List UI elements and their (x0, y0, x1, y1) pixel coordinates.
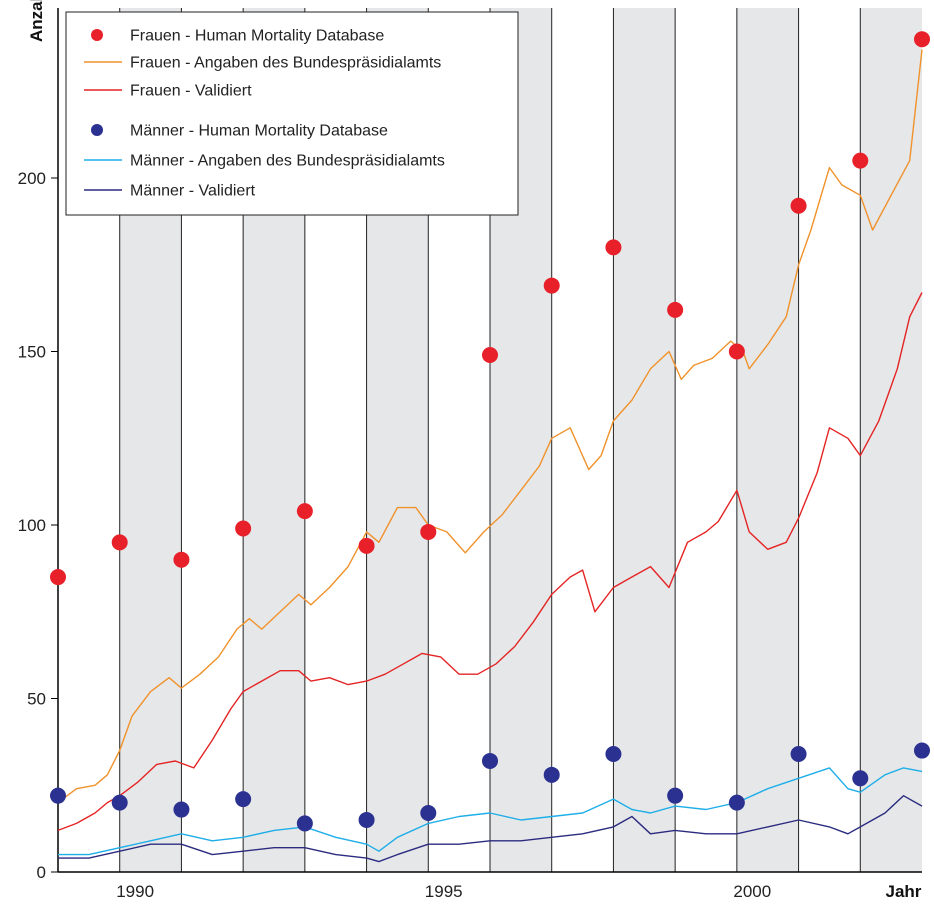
data-point (728, 794, 745, 811)
x-axis-label: Jahr (886, 882, 922, 901)
year-band (860, 8, 922, 872)
data-point (914, 31, 930, 48)
y-tick-label: 50 (27, 690, 46, 709)
x-tick-labels: 1990 1995 2000 Jahr (116, 882, 922, 901)
series-line-2 (57, 49, 923, 804)
y-tick-label: 100 (18, 516, 46, 535)
data-point (235, 791, 252, 808)
data-point (111, 534, 128, 551)
legend-label: Frauen - Angaben des Bundespräsidialamts (130, 55, 441, 72)
data-point (605, 746, 622, 763)
data-point (852, 770, 869, 787)
series-lines (57, 49, 923, 863)
data-point (543, 766, 560, 783)
series-line-6 (58, 795, 923, 863)
axes (51, 8, 922, 873)
legend-box (65, 11, 519, 216)
data-point (420, 523, 437, 540)
y-tick-label: 200 (18, 169, 46, 188)
x-tick-label: 2000 (733, 882, 771, 901)
data-point (358, 537, 375, 554)
data-point (852, 152, 869, 169)
data-point (111, 794, 128, 811)
legend: Frauen - Human Mortality Database Frauen … (65, 11, 519, 216)
data-point (790, 746, 807, 763)
data-point (543, 277, 560, 294)
y-tick-label: 150 (18, 343, 46, 362)
data-point (50, 787, 66, 804)
legend-marker (91, 29, 103, 41)
data-point (296, 503, 313, 520)
data-point (667, 301, 684, 318)
data-point (482, 346, 498, 363)
y-axis-label: Anzahl (27, 0, 46, 42)
data-point (728, 343, 745, 360)
year-band (736, 8, 799, 872)
data-point (296, 815, 313, 832)
legend-label: Männer - Validiert (130, 183, 256, 200)
data-point (173, 551, 190, 568)
year-band (613, 8, 676, 872)
data-point (605, 239, 622, 256)
x-tick-label: 1990 (116, 882, 154, 901)
legend-label: Männer - Angaben des Bundespräsidialamts (130, 153, 445, 170)
x-tick-label: 1995 (425, 882, 463, 901)
legend-label: Männer - Human Mortality Database (130, 123, 388, 140)
data-point (358, 811, 375, 828)
legend-label: Frauen - Human Mortality Database (130, 28, 384, 45)
series-line-3 (57, 292, 923, 832)
series-line-5 (58, 767, 923, 856)
y-tick-labels: 0 50 100 150 200 (18, 169, 46, 882)
data-point (50, 569, 66, 586)
data-point (173, 801, 190, 818)
data-point (482, 752, 498, 769)
legend-label: Frauen - Validiert (130, 83, 252, 100)
data-point (790, 197, 807, 214)
data-point (235, 520, 252, 537)
data-point (914, 742, 930, 759)
series-points (50, 31, 930, 832)
data-point (667, 787, 684, 804)
legend-marker (91, 124, 103, 136)
data-point (420, 805, 437, 822)
y-tick-label: 0 (37, 863, 46, 882)
